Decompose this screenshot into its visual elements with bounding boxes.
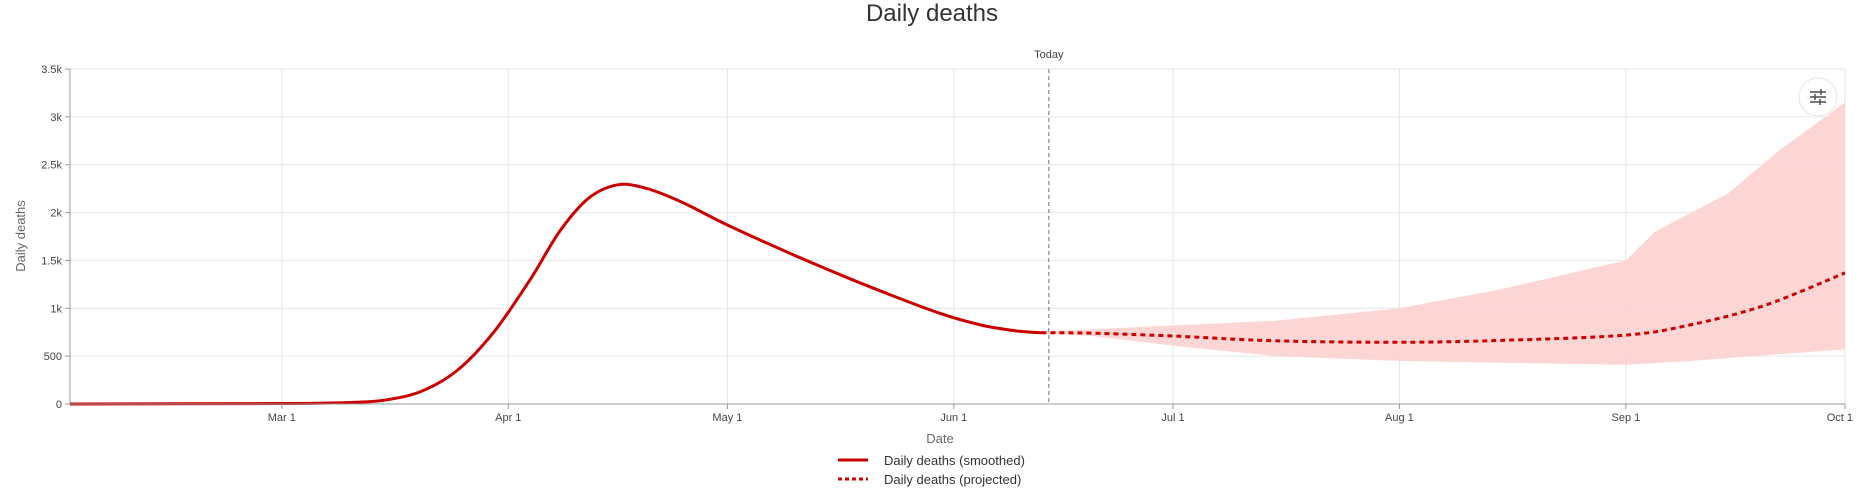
y-tick-label: 500 (44, 351, 62, 363)
x-tick-label: Jun 1 (940, 412, 967, 424)
y-tick-label: 0 (56, 399, 62, 411)
chart-settings-button[interactable] (1798, 77, 1838, 117)
x-tick-label: Aug 1 (1385, 412, 1414, 424)
x-tick-label: Jul 1 (1161, 412, 1184, 424)
x-axis-ticks: Mar 1 Apr 1 May 1 Jun 1 Jul 1 Aug 1 Sep 1 Oct 1 (268, 404, 1853, 424)
x-tick-label: Sep 1 (1611, 412, 1640, 424)
chart-title: Daily deaths (866, 0, 998, 27)
axes (69, 69, 1845, 405)
y-tick-label: 1k (50, 303, 62, 315)
y-tick-label: 2k (50, 208, 62, 220)
uncertainty-band-layer (1041, 102, 1845, 365)
x-tick-label: Apr 1 (495, 412, 521, 424)
x-tick-label: May 1 (712, 412, 742, 424)
legend: Daily deaths (smoothed) Daily deaths (pro… (838, 453, 1025, 487)
x-tick-label: Oct 1 (1827, 412, 1853, 424)
y-tick-label: 3k (50, 112, 62, 124)
y-axis-ticks: 0 500 1k 1.5k 2k 2.5k 3k 3.5k (41, 64, 70, 411)
today-label: Today (1034, 49, 1064, 61)
smoothed-series-line (69, 182, 1042, 406)
today-annotation: Today (1034, 49, 1064, 404)
projected-series-line (1041, 271, 1846, 344)
legend-item: Daily deaths (projected) (838, 472, 1021, 487)
y-tick-label: 2.5k (41, 160, 62, 172)
series-layer (69, 182, 1846, 406)
y-axis-title: Daily deaths (13, 200, 28, 272)
legend-label: Daily deaths (projected) (884, 472, 1021, 487)
y-tick-label: 3.5k (41, 64, 62, 76)
y-tick-label: 1.5k (41, 255, 62, 267)
legend-label: Daily deaths (smoothed) (884, 453, 1025, 468)
uncertainty-band (1041, 102, 1845, 365)
sliders-icon (1810, 89, 1826, 105)
x-axis-title: Date (926, 431, 953, 446)
legend-item: Daily deaths (smoothed) (838, 453, 1025, 468)
x-tick-label: Mar 1 (268, 412, 296, 424)
